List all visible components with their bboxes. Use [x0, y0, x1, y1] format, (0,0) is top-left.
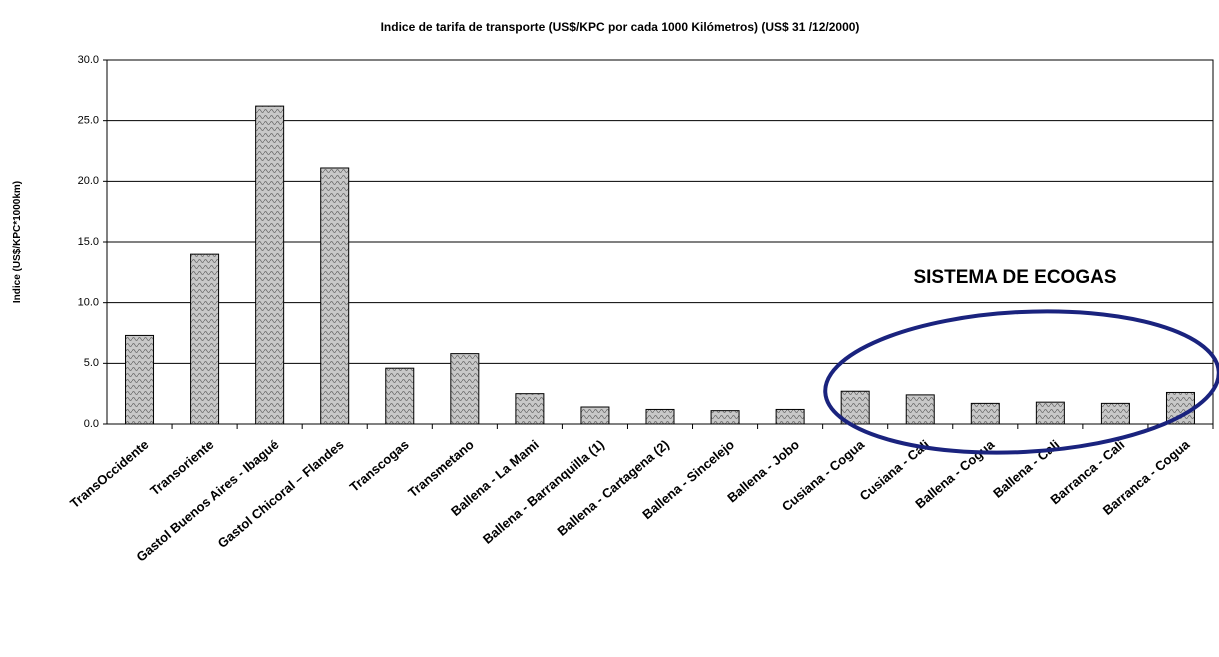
bar: [1100, 402, 1130, 425]
x-tick-label: Gastol Chicoral – Flandes: [215, 437, 347, 551]
bar: [970, 402, 1000, 425]
highlight-ellipse: [823, 309, 1219, 455]
y-tick-label: 5.0: [84, 357, 99, 369]
bar: [450, 353, 480, 425]
bar: [840, 390, 870, 425]
bar: [580, 406, 610, 425]
bar: [1035, 401, 1065, 425]
x-tick-label: Transoriente: [147, 437, 216, 499]
x-tick-label: Ballena - Cartagena (2): [554, 437, 672, 539]
annotation: SISTEMA DE ECOGAS: [913, 267, 1116, 288]
bar: [190, 253, 220, 425]
y-tick-label: 30.0: [78, 54, 99, 66]
y-tick-label: 15.0: [78, 236, 99, 248]
bar: [645, 408, 675, 425]
y-tick-label: 20.0: [78, 175, 99, 187]
bar: [125, 334, 155, 425]
x-tick-label: Transcogas: [347, 437, 412, 495]
y-tick-label: 10.0: [78, 297, 99, 309]
y-tick-label: 0.0: [84, 418, 99, 430]
bar: [905, 394, 935, 425]
bar: [255, 105, 285, 425]
bar: [775, 408, 805, 425]
bar: [710, 410, 740, 425]
x-tick-label: Ballena - Barranquilla (1): [480, 437, 607, 547]
bar: [515, 393, 545, 425]
chart-title: Indice de tarifa de transporte (US$/KPC …: [381, 20, 860, 34]
bar: [320, 167, 350, 425]
y-tick-label: 25.0: [78, 115, 99, 127]
y-axis-label: Indice (US$/KPC*1000km): [12, 181, 23, 303]
x-tick-label: Transmetano: [405, 437, 477, 501]
x-tick-label: TransOccidente: [67, 437, 151, 511]
bar: [385, 367, 415, 425]
